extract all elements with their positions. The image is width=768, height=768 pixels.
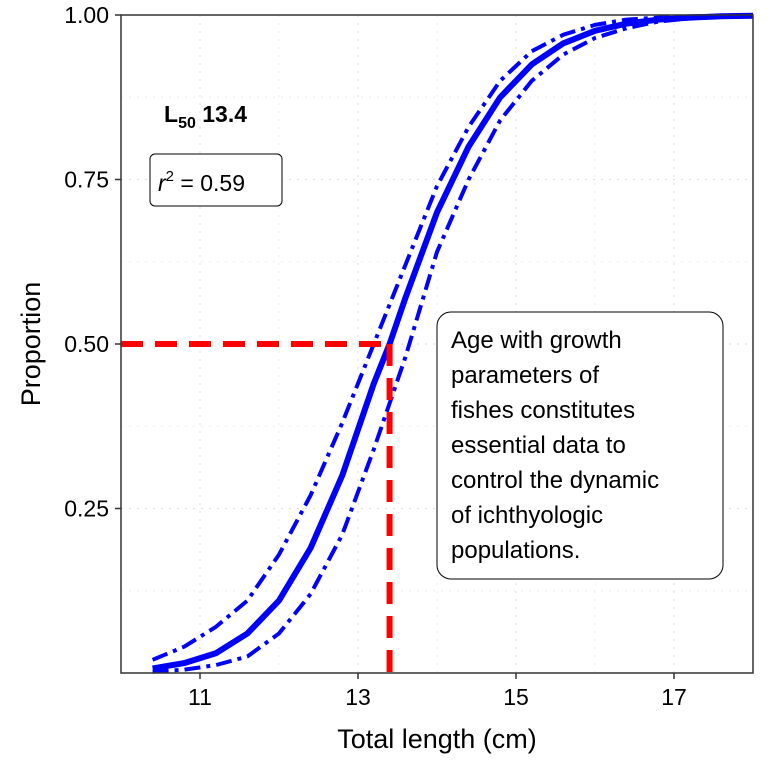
x-tick-label: 17 xyxy=(661,684,687,710)
y-tick-label: 0.50 xyxy=(64,331,109,357)
l50-letter: L xyxy=(164,101,178,127)
confidence-curve-1 xyxy=(151,13,754,662)
note-line: control the dynamic xyxy=(451,467,659,494)
confidence-curve-2 xyxy=(152,13,754,674)
note-box xyxy=(436,311,724,580)
note-line: of ichthyologic xyxy=(451,502,603,529)
note-line: parameters of xyxy=(451,362,599,389)
note-text: Age with growth parameters of fishes const… xyxy=(451,327,659,564)
r2-value: = 0.59 xyxy=(174,170,245,196)
r2-box xyxy=(149,153,283,207)
l50-annotation: L50 13.4 xyxy=(164,101,247,132)
x-tick-label: 13 xyxy=(345,684,371,710)
note-line: essential data to xyxy=(451,432,626,459)
fitted-curve-0 xyxy=(152,12,754,672)
r2-exponent: 2 xyxy=(166,168,174,185)
y-tick-label: 0.75 xyxy=(64,167,109,193)
l50-subscript: 50 xyxy=(178,115,196,132)
x-tick-label: 15 xyxy=(503,684,529,710)
y-tick-label: 0.25 xyxy=(64,496,109,522)
reference-lines xyxy=(121,341,393,673)
axis-ticks: 11 13 15 17 0.25 0.50 0.75 1.00 xyxy=(64,2,687,710)
l50-value: 13.4 xyxy=(196,101,247,127)
note-line: Age with growth xyxy=(451,327,622,354)
note-line: populations. xyxy=(451,537,580,564)
r2-annotation: r2 = 0.59 xyxy=(158,168,245,196)
y-tick-label: 1.00 xyxy=(64,2,109,28)
note-line: fishes constitutes xyxy=(451,397,635,424)
curves xyxy=(151,12,754,674)
x-tick-label: 11 xyxy=(188,684,212,710)
r2-symbol: r xyxy=(158,170,167,196)
y-axis-title: Proportion xyxy=(16,282,46,407)
x-axis-title: Total length (cm) xyxy=(337,724,537,754)
